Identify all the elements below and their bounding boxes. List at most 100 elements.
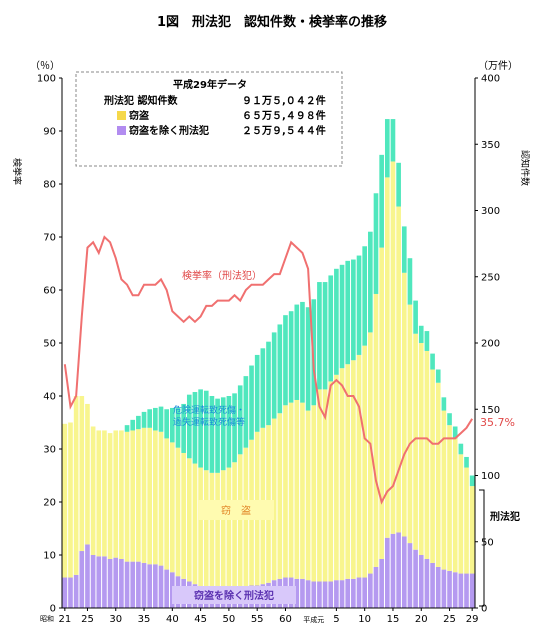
bar-theft xyxy=(113,430,119,558)
axes: 0 10 20 30 40 50 60 70 80 90 100 0 50 100 150 200 250 300… xyxy=(37,74,500,626)
bar-theft xyxy=(288,402,294,578)
bar-theft xyxy=(170,442,175,573)
bar-theft xyxy=(107,433,113,559)
bar-theft xyxy=(447,425,452,571)
x-tick-label: 15 xyxy=(387,614,400,625)
bar-other xyxy=(158,565,164,608)
bar-traffic xyxy=(288,311,294,403)
bar-traffic xyxy=(170,407,175,443)
other-label: 窃盗を除く刑法犯 xyxy=(194,589,274,602)
bar-theft xyxy=(119,430,124,559)
x-tick-label: 40 xyxy=(166,614,179,625)
bar-other xyxy=(79,551,85,608)
bar-traffic xyxy=(356,255,362,355)
bar-other xyxy=(373,566,379,608)
bar-theft xyxy=(356,354,362,578)
bar-theft xyxy=(102,430,107,557)
bar-traffic xyxy=(175,407,181,448)
bar-other xyxy=(401,536,407,608)
y-right-unit: （万件） xyxy=(478,60,518,72)
x-tick-label: 20 xyxy=(415,614,428,625)
bar-theft xyxy=(311,405,317,582)
bar-traffic xyxy=(164,409,169,439)
y-right-tick-label: 400 xyxy=(481,74,500,85)
bar-other xyxy=(107,558,113,608)
bar-theft xyxy=(368,332,373,574)
bar-traffic xyxy=(266,341,271,426)
bar-traffic xyxy=(441,397,447,411)
bar-traffic xyxy=(435,369,441,383)
bar-other xyxy=(384,537,390,608)
bar-other xyxy=(413,549,418,608)
bar-traffic xyxy=(226,396,232,468)
bar-theft xyxy=(334,374,339,581)
y-left-tick-label: 20 xyxy=(43,498,56,509)
bar-other xyxy=(379,558,384,608)
bracket-line xyxy=(479,489,485,607)
bar-theft xyxy=(215,472,220,590)
y-right-tick-label: 350 xyxy=(481,140,500,151)
bar-other xyxy=(407,543,413,608)
bar-other xyxy=(328,581,334,608)
x-tick-label: 35 xyxy=(138,614,151,625)
bar-theft xyxy=(379,247,384,559)
bar-traffic xyxy=(232,393,237,463)
bar-theft xyxy=(124,431,130,562)
y-right-label: 認知件数 xyxy=(519,150,531,186)
bar-traffic xyxy=(136,415,141,430)
bar-other xyxy=(73,574,79,609)
bar-traffic xyxy=(130,419,136,431)
legend-theft-label: 窃盗 xyxy=(129,109,149,122)
bar-traffic xyxy=(447,413,452,426)
bar-traffic xyxy=(390,119,396,162)
bar-other xyxy=(339,580,345,608)
bar-theft xyxy=(96,430,102,557)
bar-traffic xyxy=(328,275,334,382)
bar-theft xyxy=(237,454,243,589)
bar-traffic xyxy=(362,246,367,346)
x-tick-label: 50 xyxy=(223,614,236,625)
bar-traffic xyxy=(305,307,311,411)
bar-theft xyxy=(186,458,192,582)
bar-other xyxy=(396,532,401,608)
bar-theft xyxy=(158,431,164,566)
bar-theft xyxy=(390,161,396,534)
bar-theft xyxy=(424,350,430,559)
bracket-label: 刑法犯 xyxy=(490,510,520,523)
y-left-tick-label: 60 xyxy=(43,286,56,297)
rate-label: 検挙率（刑法犯） xyxy=(182,269,262,282)
bar-other xyxy=(430,562,435,608)
y-left-unit: （％） xyxy=(30,60,60,72)
legend-header-label: 刑法犯 認知件数 xyxy=(104,94,178,107)
bar-theft xyxy=(464,467,469,574)
traffic-label-2: 過失運転致死傷等 xyxy=(173,416,245,428)
y-left-tick-label: 100 xyxy=(37,74,56,85)
legend-other-value: ２５万９,５４４件 xyxy=(242,124,326,137)
bar-traffic xyxy=(237,385,243,455)
y-right-tick-label: 200 xyxy=(481,339,500,350)
rate-line xyxy=(63,235,474,505)
chart-title: 1図 刑法犯 認知件数・検挙率の推移 xyxy=(157,14,387,30)
bar-traffic xyxy=(300,301,305,403)
last-rate-label: 35.7% xyxy=(480,416,515,429)
bar-theft xyxy=(136,429,141,562)
bar-traffic xyxy=(430,353,435,370)
bar-other xyxy=(441,569,447,608)
bar-other xyxy=(368,573,373,608)
bar-other xyxy=(300,578,305,608)
bar-other xyxy=(153,564,158,608)
legend: 平成29年データ 刑法犯 認知件数 ９１万５,０４２件 窃盗 ６５万５,４９８件… xyxy=(75,71,343,167)
bar-theft xyxy=(328,381,334,582)
bar-theft xyxy=(401,272,407,537)
bar-traffic xyxy=(141,411,147,428)
bar-traffic xyxy=(424,331,430,351)
x-tick-label: 30 xyxy=(109,614,122,625)
y-left-tick-label: 50 xyxy=(43,339,56,350)
y-right-label-text: 認知件数 xyxy=(519,150,531,186)
x-tick-label: 29 xyxy=(466,614,479,625)
bar-theft xyxy=(79,396,85,552)
bar-other xyxy=(447,570,452,608)
bar-theft xyxy=(85,403,90,545)
legend-theft-value: ６５万５,４９８件 xyxy=(242,109,326,122)
bar-other xyxy=(164,569,169,608)
